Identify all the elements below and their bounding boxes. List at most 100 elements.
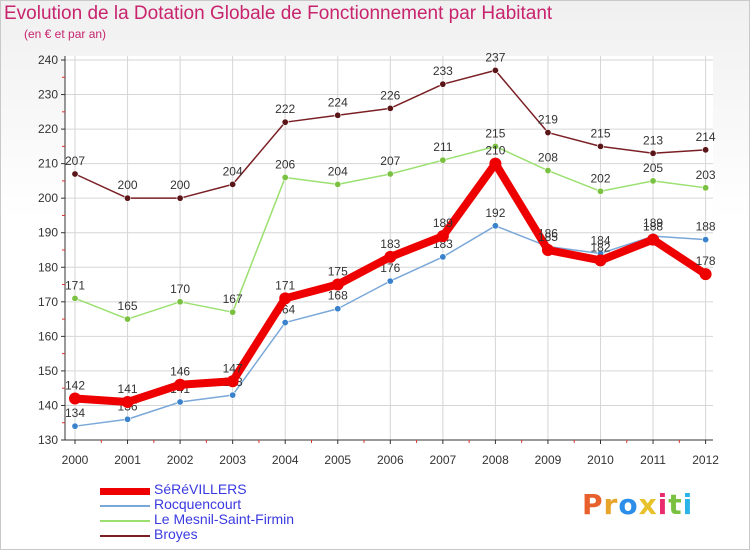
data-point [489, 157, 502, 170]
x-tick-label: 2002 [167, 453, 194, 467]
data-point [702, 184, 710, 192]
data-label: 237 [485, 50, 505, 64]
y-tick-label: 150 [38, 364, 58, 378]
data-label: 210 [485, 144, 505, 158]
x-tick-label: 2008 [482, 453, 509, 467]
data-label: 184 [590, 233, 610, 247]
x-tick-label: 2001 [114, 453, 141, 467]
data-label: 188 [643, 220, 663, 234]
data-label: 185 [538, 230, 558, 244]
x-tick-label: 2011 [640, 453, 666, 467]
data-label: 188 [696, 220, 716, 234]
legend-swatch [100, 520, 150, 522]
y-tick-label: 230 [38, 88, 58, 102]
logo-letter: P [582, 488, 604, 521]
y-tick-label: 210 [38, 157, 58, 171]
data-label: 215 [485, 126, 505, 140]
data-point [439, 80, 447, 88]
legend-label: Rocquencourt [154, 496, 242, 512]
x-tick-label: 2003 [219, 453, 246, 467]
data-label: 147 [223, 361, 243, 375]
data-point [594, 254, 607, 267]
data-label: 214 [696, 130, 716, 144]
data-point [281, 118, 289, 126]
data-point [436, 230, 449, 243]
data-point [71, 422, 79, 430]
y-tick-label: 220 [38, 122, 58, 136]
data-point [279, 292, 292, 305]
data-label: 224 [328, 95, 348, 109]
data-label: 183 [380, 237, 400, 251]
data-point [176, 398, 184, 406]
data-label: 176 [380, 261, 400, 275]
legend-label: Le Mesnil-Saint-Firmin [154, 511, 295, 527]
data-label: 170 [170, 282, 190, 296]
logo-letter: t [668, 488, 683, 521]
data-point [281, 173, 289, 181]
data-label: 203 [696, 168, 716, 182]
data-point [702, 236, 710, 244]
logo-letter: i [682, 488, 694, 521]
logo-letter: x [638, 488, 658, 521]
data-label: 207 [65, 154, 85, 168]
data-label: 207 [380, 154, 400, 168]
data-point [647, 233, 660, 246]
x-tick-label: 2000 [62, 453, 89, 467]
data-label: 168 [328, 289, 348, 303]
data-point [124, 194, 132, 202]
data-point [491, 222, 499, 230]
legend-label: SéRéVILLERS [154, 481, 247, 497]
data-point [702, 146, 710, 154]
y-tick-label: 140 [38, 398, 58, 412]
legend-swatch [100, 535, 150, 537]
data-label: 171 [275, 278, 295, 292]
data-label: 202 [590, 171, 610, 185]
data-point [544, 167, 552, 175]
legend-swatch [100, 505, 150, 507]
data-point [69, 392, 81, 405]
data-point [491, 66, 499, 74]
data-label: 167 [223, 292, 243, 306]
data-point [596, 187, 604, 195]
y-tick-label: 200 [38, 191, 58, 205]
y-tick-label: 160 [38, 329, 58, 343]
x-tick-label: 2007 [429, 453, 456, 467]
data-point [491, 142, 499, 150]
data-point [331, 278, 344, 291]
data-label: 211 [433, 140, 452, 154]
data-point [334, 180, 342, 188]
data-label: 200 [118, 178, 138, 192]
y-tick-label: 190 [38, 226, 58, 240]
data-point [124, 415, 132, 423]
data-label: 204 [328, 164, 348, 178]
data-label: 200 [170, 178, 190, 192]
data-label: 192 [485, 206, 505, 220]
data-point [176, 194, 184, 202]
data-point [699, 268, 712, 281]
plot-area [65, 56, 713, 440]
data-point [71, 170, 79, 178]
data-point [176, 298, 184, 306]
data-label: 208 [538, 151, 558, 165]
data-label: 178 [696, 254, 716, 268]
proxiti-logo: Proxiti [582, 488, 693, 521]
data-point [124, 315, 132, 323]
data-point [439, 156, 447, 164]
x-tick-label: 2012 [692, 453, 719, 467]
x-tick-label: 2009 [535, 453, 562, 467]
data-point [281, 319, 289, 327]
data-point [229, 391, 237, 399]
data-label: 204 [223, 164, 243, 178]
data-label: 189 [433, 216, 453, 230]
data-point [649, 149, 657, 157]
x-tick-label: 2004 [272, 453, 299, 467]
data-point [541, 244, 554, 256]
data-point [596, 142, 604, 150]
legend-swatch [100, 487, 150, 495]
data-point [229, 308, 237, 316]
data-point [386, 104, 394, 112]
data-point [544, 129, 552, 137]
data-label: 226 [380, 88, 400, 102]
data-label: 142 [65, 379, 85, 393]
data-label: 171 [65, 278, 85, 292]
